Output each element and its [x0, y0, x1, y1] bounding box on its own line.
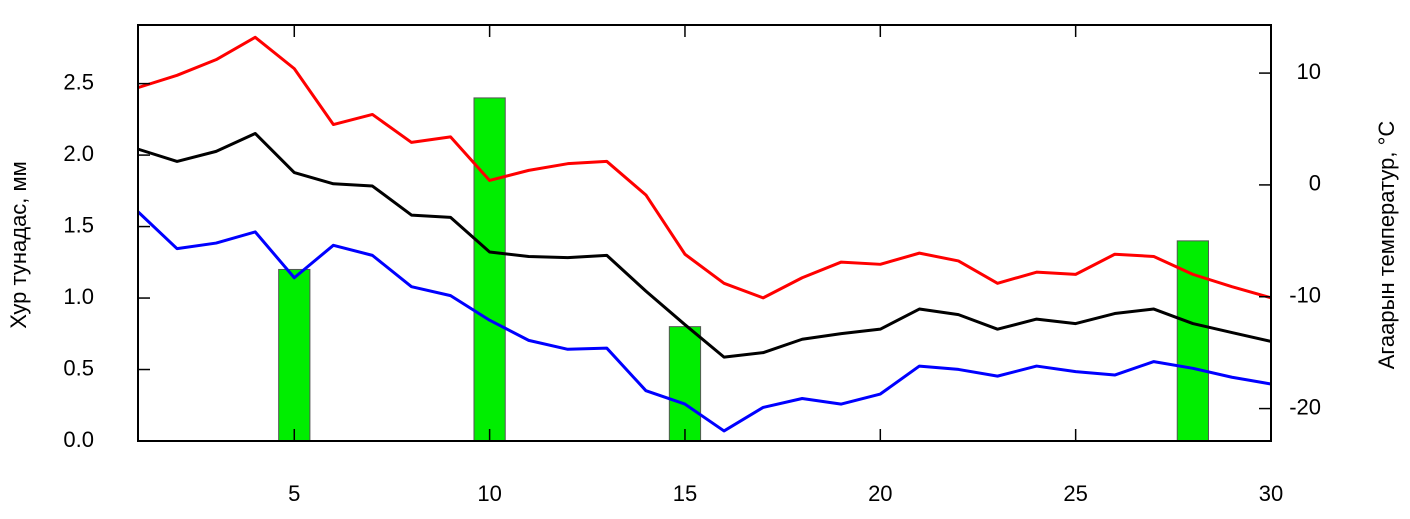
- x-tick-label: 25: [1063, 481, 1087, 506]
- plot-frame: [137, 24, 1272, 442]
- y-tick-label: 0.0: [63, 427, 94, 452]
- y2-tick-label: -10: [1289, 283, 1321, 308]
- y-tick-label: 2.0: [63, 141, 94, 166]
- bar: [278, 268, 311, 442]
- x-tick-label: 10: [477, 481, 501, 506]
- y-axis-label: Хур тунадас, мм: [6, 161, 31, 329]
- y-tick-label: 2.5: [63, 69, 94, 94]
- x-tick-label: 5: [288, 481, 300, 506]
- x-tick-label: 30: [1259, 481, 1283, 506]
- y-tick-label: 1.0: [63, 284, 94, 309]
- bar: [473, 97, 506, 442]
- temperature-line: [136, 210, 1272, 433]
- x-tick-label: 15: [673, 481, 697, 506]
- y2-tick-label: 0: [1309, 171, 1321, 196]
- bar: [668, 326, 702, 442]
- y-tick-label: 1.5: [63, 212, 94, 237]
- y-tick-label: 0.5: [63, 355, 94, 380]
- y2-tick-label: -20: [1289, 394, 1321, 419]
- temperature-line: [137, 131, 1272, 359]
- x-tick-label: 20: [868, 481, 892, 506]
- y2-tick-label: 10: [1297, 59, 1321, 84]
- temperature-line: [137, 35, 1272, 300]
- y2-axis-label: Агаарын температур, °C: [1374, 121, 1399, 370]
